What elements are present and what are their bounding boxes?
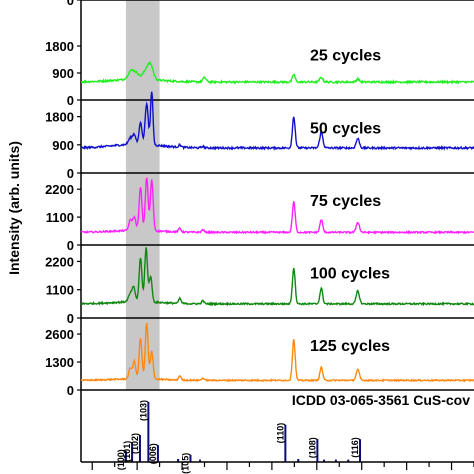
series-line-6	[80, 322, 474, 383]
y-tick-label: 1300	[45, 355, 74, 370]
y-tick-label: 2200	[45, 254, 74, 269]
y-axis-label: Intensity (arb. units)	[6, 141, 22, 275]
y-tick-label: 0	[67, 166, 74, 181]
panel-1: 0700	[67, 0, 474, 8]
y-tick-label: 900	[52, 66, 74, 81]
reference-pattern: ICDD 03-065-3561 CuS-cov (100)(101)(102) (…	[81, 392, 474, 474]
y-tick-label: 1100	[46, 210, 74, 225]
series-line-2	[80, 60, 474, 85]
hkl-label: (100)	[116, 449, 126, 470]
panel-4: 0 1100 2200 75 cycles	[45, 177, 474, 253]
series-line-4	[80, 177, 474, 235]
panel-label-4: 75 cycles	[310, 193, 381, 210]
hkl-label: (105)	[181, 453, 191, 474]
reference-title: ICDD 03-065-3561 CuS-cov	[292, 392, 470, 408]
y-tick-label: 1100	[46, 283, 74, 298]
y-tick-label: 0	[67, 383, 74, 398]
series-line-5	[80, 247, 474, 307]
background-layer	[125, 0, 160, 390]
panel-label-2: 25 cycles	[310, 47, 381, 64]
y-tick-label: 0	[67, 0, 74, 8]
y-tick-label: 1800	[45, 39, 74, 54]
panel-5: 0 1100 2200 100 cycles	[45, 247, 474, 326]
panel-label-6: 125 cycles	[310, 338, 390, 355]
hkl-label: (101)	[122, 441, 132, 462]
y-tick-label: 2200	[45, 182, 74, 197]
hkl-label: (116)	[350, 437, 360, 458]
series-line-3	[80, 91, 474, 152]
y-tick-label: 0	[67, 311, 74, 326]
panel-2: 0 900 1800 25 cycles	[45, 39, 474, 108]
hkl-label: (102)	[130, 433, 140, 454]
y-tick-label: 2600	[45, 327, 74, 342]
hkl-label: (103)	[138, 400, 148, 421]
hkl-label: (006)	[148, 443, 158, 464]
highlight-region	[125, 0, 160, 390]
y-tick-label: 0	[67, 93, 74, 108]
panel-6: 0 1300 2600 125 cycles	[45, 322, 474, 398]
panel-label-3: 50 cycles	[310, 120, 381, 137]
panel-3: 0 900 1800 50 cycles	[45, 91, 474, 181]
hkl-label: (108)	[307, 437, 317, 458]
y-tick-label: 1800	[45, 110, 74, 125]
panel-label-5: 100 cycles	[310, 265, 390, 282]
hkl-label: (110)	[275, 423, 285, 444]
y-tick-label: 900	[52, 138, 74, 153]
y-tick-label: 0	[67, 238, 74, 253]
